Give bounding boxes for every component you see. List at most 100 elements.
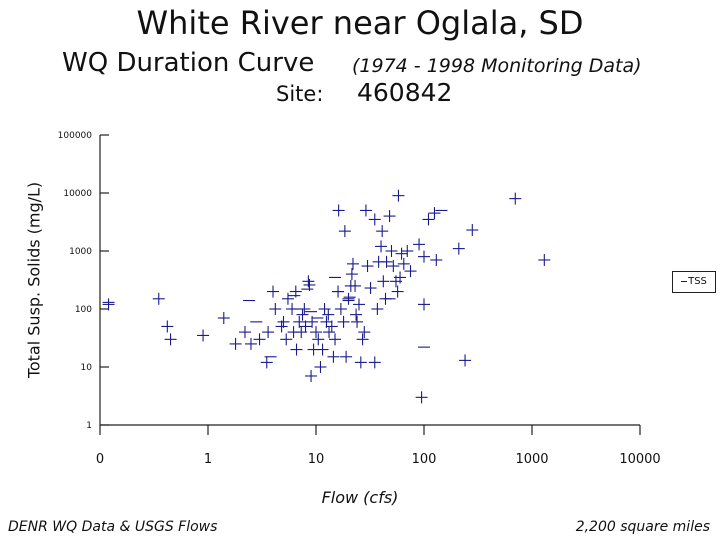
x-tick-label: 10	[308, 452, 325, 467]
data-point	[296, 308, 309, 321]
data-point	[302, 275, 315, 288]
data-point	[337, 315, 350, 328]
y-tick-label: 1000	[69, 247, 92, 257]
data-point	[466, 224, 479, 237]
y-tick-label: 1	[86, 421, 92, 431]
data-point	[380, 255, 393, 268]
data-point	[229, 337, 242, 350]
x-axis-label: Flow (cfs)	[321, 488, 399, 507]
data-point	[387, 260, 400, 273]
legend-label: TSS	[688, 276, 707, 287]
data-point	[364, 282, 377, 295]
data-point	[394, 271, 407, 284]
data-point	[392, 189, 405, 202]
footer-area: 2,200 square miles	[575, 519, 710, 535]
data-point	[354, 356, 367, 369]
data-point	[280, 333, 293, 346]
data-point	[376, 225, 389, 238]
data-point	[359, 204, 372, 217]
axes: 1 10 100 1000 10000 100000 0 1 10 100 1000 10000	[58, 131, 661, 467]
x-tick-label: 0	[96, 452, 104, 467]
data-point	[371, 303, 384, 315]
data-point	[368, 213, 381, 226]
data-point	[320, 315, 333, 328]
data-point	[275, 320, 288, 333]
data-point	[401, 245, 414, 257]
footer-source: DENR WQ Data & USGS Flows	[8, 519, 218, 535]
data-point	[217, 311, 230, 324]
data-point	[352, 298, 365, 311]
data-point	[152, 292, 165, 305]
data-point	[418, 298, 430, 311]
data-point	[290, 343, 303, 356]
data-point	[385, 245, 398, 257]
data-point	[415, 391, 428, 404]
data-point	[327, 350, 340, 363]
chart-subtitle-note: (1974 - 1998 Monitoring Data)	[352, 55, 642, 77]
data-point	[340, 350, 353, 363]
data-point	[350, 308, 363, 321]
data-point	[430, 253, 443, 266]
data-point	[332, 204, 345, 217]
data-point	[361, 260, 374, 273]
data-point	[161, 320, 174, 333]
data-point	[345, 268, 358, 281]
data-point	[325, 320, 338, 333]
data-point	[312, 333, 325, 346]
data-point	[397, 257, 410, 270]
data-point	[377, 275, 390, 288]
data-point	[538, 253, 551, 266]
data-point	[358, 326, 371, 339]
y-tick-label: 10	[81, 363, 93, 373]
site-label: Site:	[276, 82, 324, 106]
data-point	[422, 213, 435, 226]
legend-swatch	[681, 280, 688, 282]
data-point	[349, 279, 362, 292]
x-tick-label: 10000	[619, 452, 660, 467]
chart-title: White River near Oglala, SD	[136, 4, 584, 42]
data-point	[404, 265, 417, 278]
data-point	[334, 303, 347, 315]
data-point	[293, 315, 306, 328]
legend: TSS	[672, 271, 716, 293]
data-point	[310, 326, 322, 339]
data-point	[368, 356, 381, 369]
data-point	[351, 315, 364, 328]
data-point	[452, 242, 465, 255]
data-point	[391, 285, 404, 298]
x-tick-label: 100	[412, 452, 437, 467]
data-point	[314, 361, 327, 373]
data-point	[305, 369, 318, 382]
y-tick-label: 100	[75, 305, 92, 315]
data-point	[164, 333, 177, 346]
data-point	[329, 333, 342, 346]
data-point	[238, 326, 251, 339]
y-tick-label: 100000	[58, 131, 93, 141]
data-point	[277, 315, 290, 328]
data-point	[383, 210, 396, 223]
data-marks	[102, 189, 551, 404]
data-point	[102, 298, 115, 311]
data-point	[253, 333, 266, 346]
data-point	[356, 333, 369, 346]
data-point	[197, 329, 210, 342]
data-point	[413, 238, 426, 251]
x-tick-label: 1	[204, 452, 212, 467]
y-tick-label: 10000	[63, 189, 92, 199]
data-point	[316, 343, 329, 356]
data-point	[260, 356, 273, 369]
data-point	[299, 320, 312, 333]
data-point	[269, 303, 282, 315]
data-point	[346, 257, 359, 270]
data-point	[342, 292, 355, 305]
data-point	[428, 207, 441, 220]
data-point	[322, 308, 335, 321]
chart-subtitle: WQ Duration Curve	[62, 48, 315, 78]
site-value: 460842	[357, 78, 453, 107]
data-point	[262, 326, 275, 339]
data-point	[338, 225, 351, 238]
data-point	[267, 285, 280, 298]
data-point	[281, 292, 294, 305]
data-point	[418, 250, 430, 263]
